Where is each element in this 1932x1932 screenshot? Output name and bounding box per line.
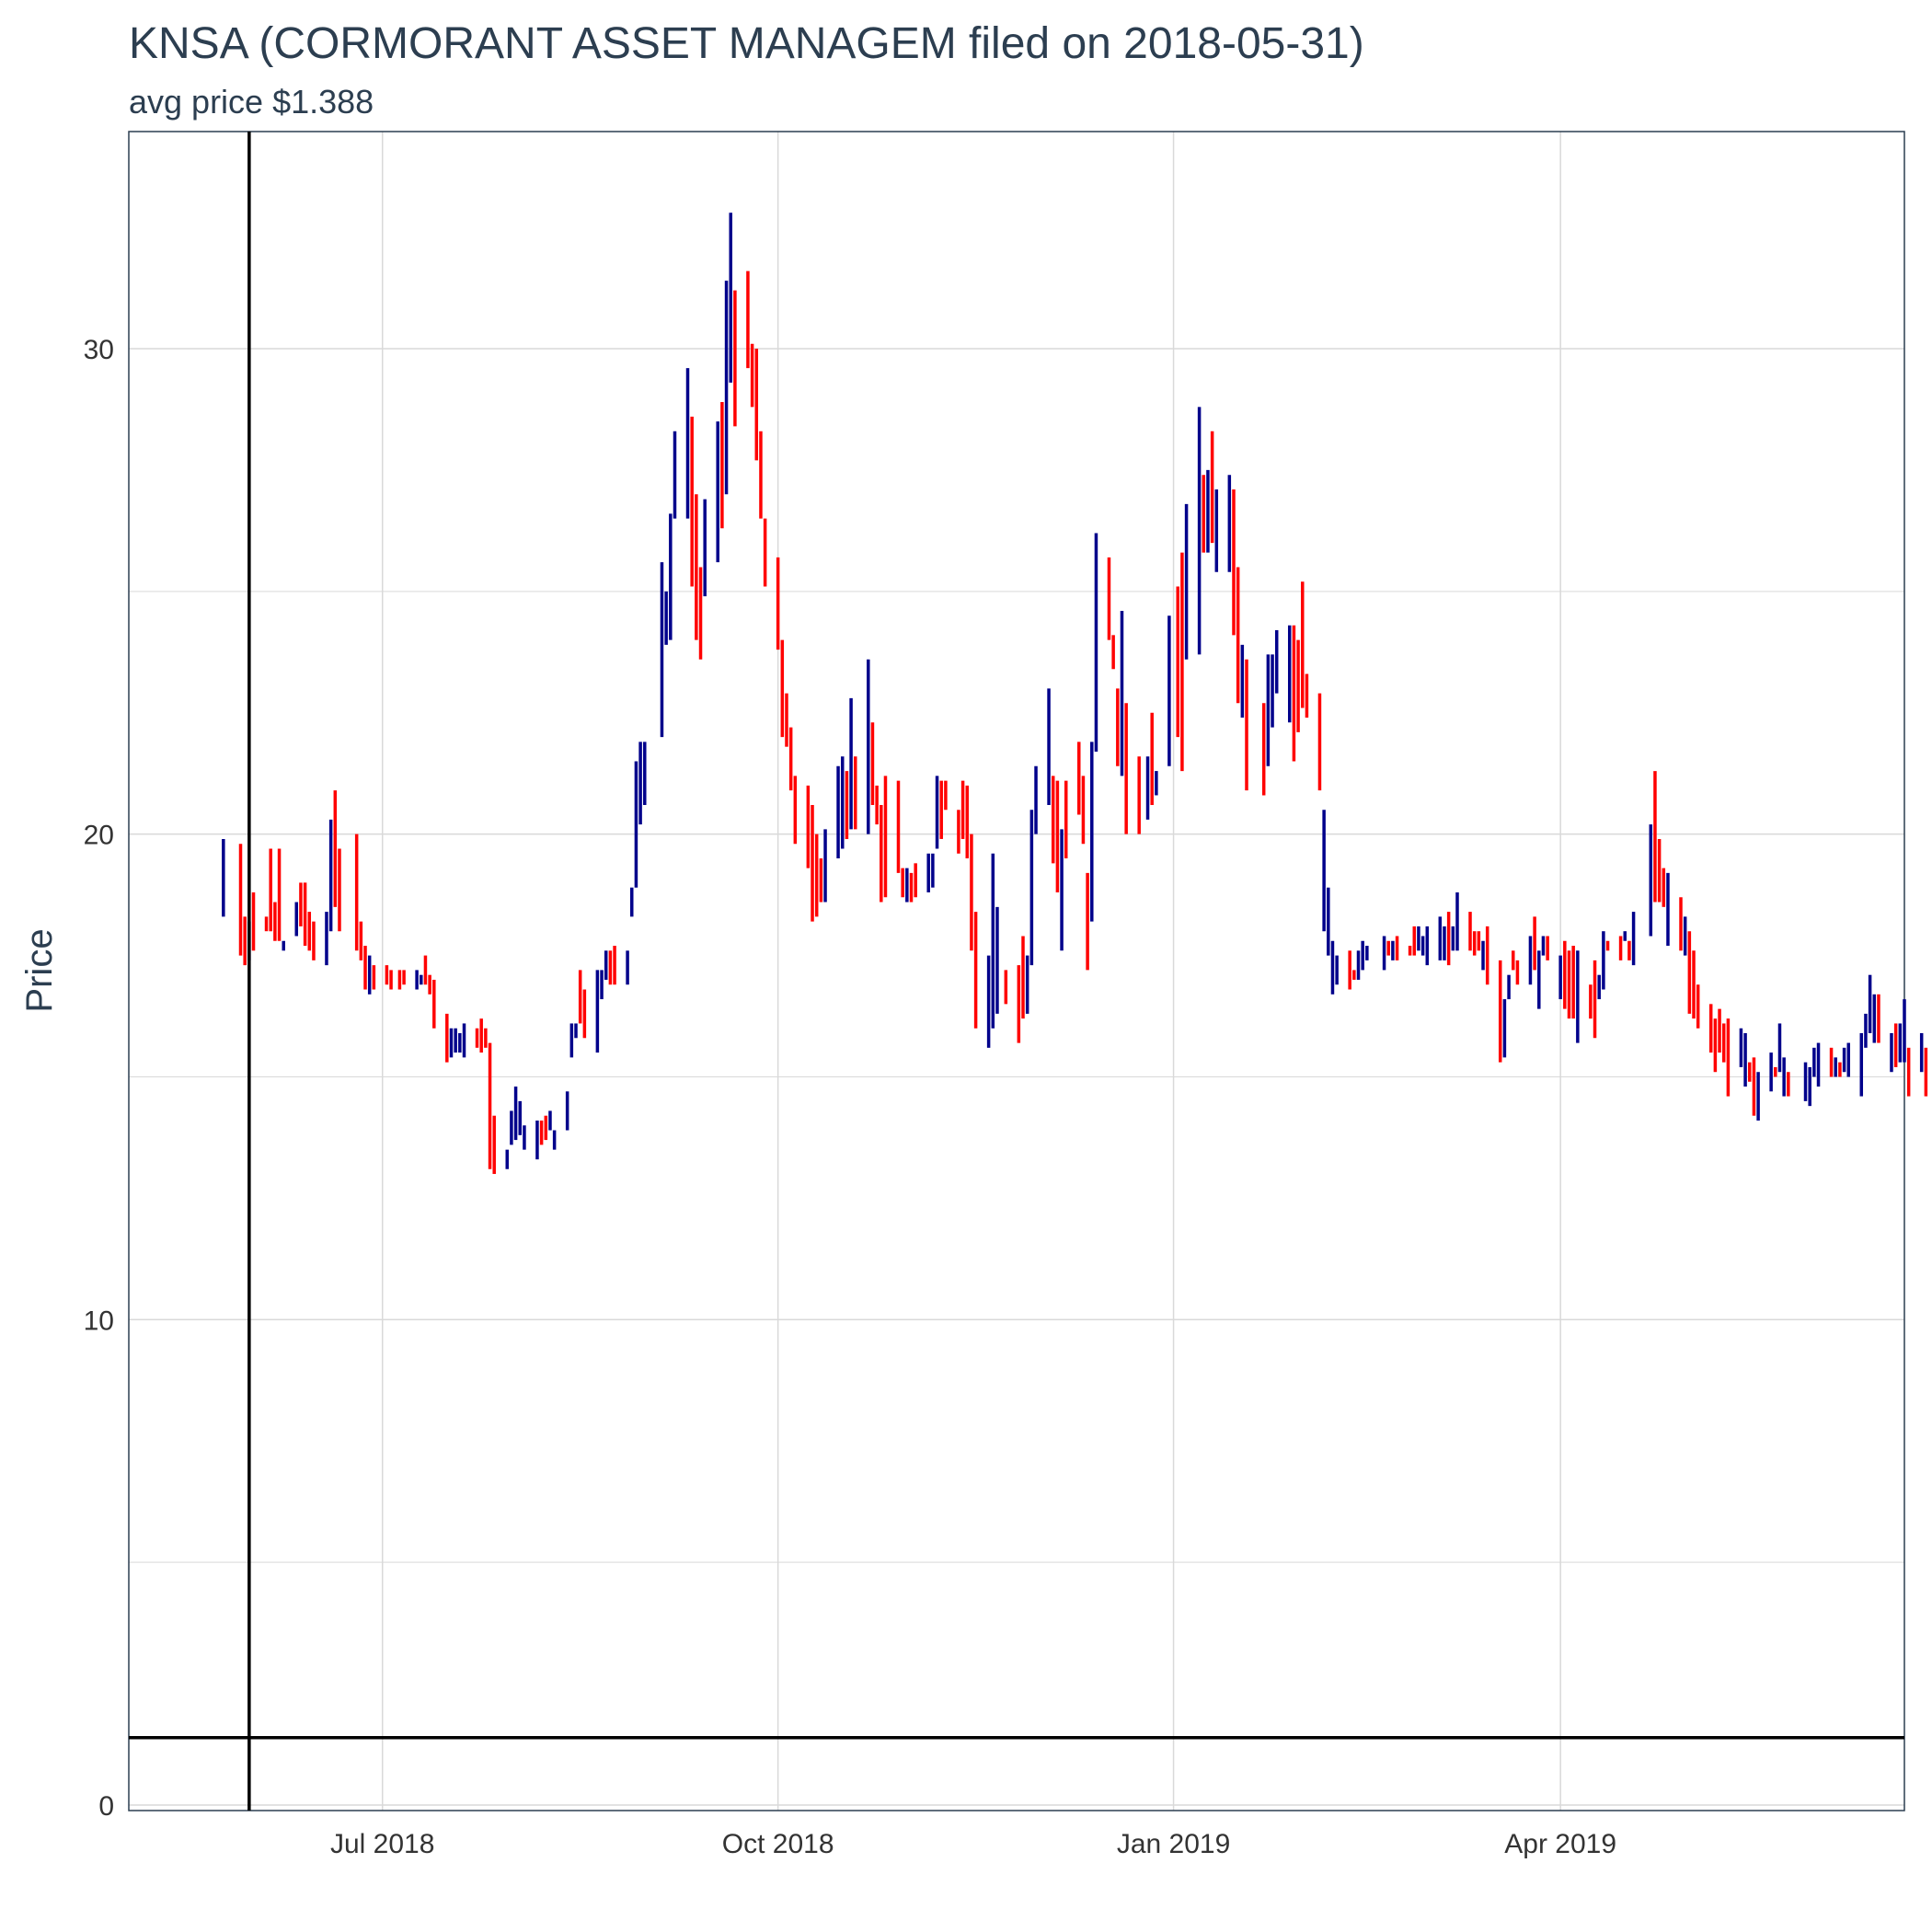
price-bars bbox=[222, 213, 1928, 1175]
x-tick-label: Apr 2019 bbox=[1504, 1829, 1616, 1859]
grid-lines bbox=[129, 132, 1904, 1811]
y-tick-label: 20 bbox=[84, 821, 114, 851]
reference-lines bbox=[129, 132, 1904, 1811]
x-tick-label: Jul 2018 bbox=[330, 1829, 434, 1859]
x-axis-ticks: Jul 2018 Oct 2018 Jan 2019 Apr 2019 bbox=[330, 1829, 1616, 1859]
chart-subtitle: avg price $1.388 bbox=[129, 83, 374, 121]
x-tick-label: Oct 2018 bbox=[722, 1829, 834, 1859]
y-tick-label: 10 bbox=[84, 1305, 114, 1336]
x-tick-label: Jan 2019 bbox=[1117, 1829, 1230, 1859]
plot-panel-border bbox=[128, 131, 1905, 1811]
y-axis-ticks: 0 10 20 30 bbox=[84, 335, 114, 1822]
y-tick-label: 30 bbox=[84, 335, 114, 365]
y-tick-label: 0 bbox=[98, 1791, 114, 1822]
chart-title: KNSA (CORMORANT ASSET MANAGEM filed on 2… bbox=[129, 19, 1364, 68]
y-axis-label: Price bbox=[19, 928, 60, 1012]
